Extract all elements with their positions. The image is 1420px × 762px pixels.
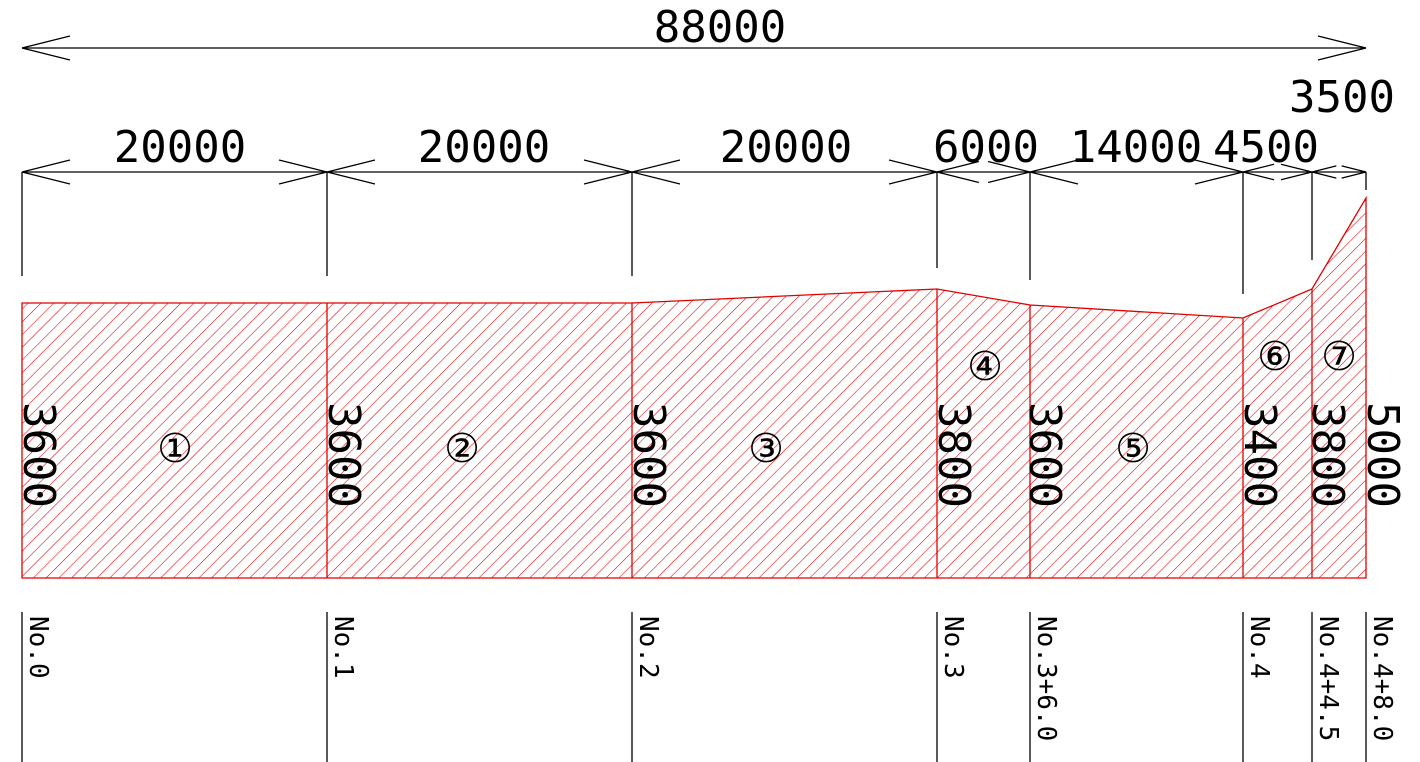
- station-label-3: No.2: [633, 616, 663, 679]
- hatched-section: [21, 195, 1367, 579]
- area-number-4: ④: [967, 344, 1003, 390]
- area-number-2: ②: [444, 426, 480, 472]
- segment-length-3: 20000: [720, 122, 852, 173]
- area-number-7: ⑦: [1321, 334, 1357, 380]
- segment-dimensions: 20000 20000 20000 6000 14000 4500 3500: [21, 72, 1395, 185]
- station-label-6: No.4: [1244, 616, 1274, 679]
- height-label-3: 3600: [623, 402, 674, 508]
- area-number-1: ①: [157, 426, 193, 472]
- station-label-end: No.4+8.0: [1367, 616, 1397, 741]
- height-label-7: 3800: [1302, 402, 1353, 508]
- station-label-4: No.3: [938, 616, 968, 679]
- station-label-2: No.1: [328, 616, 358, 679]
- segment-length-6: 4500: [1213, 122, 1319, 173]
- heights: 3600 3600 3600 3800 3600 3400 3800 5000: [13, 402, 1408, 508]
- station-labels: No.0 No.1 No.2 No.3 No.3+6.0 No.4 No.4+4…: [23, 616, 1397, 741]
- segment-length-5: 14000: [1070, 122, 1202, 173]
- section-area: [21, 195, 1367, 579]
- station-label-5: No.3+6.0: [1031, 616, 1061, 741]
- height-label-2: 3600: [318, 402, 369, 508]
- height-label-5: 3600: [1019, 402, 1070, 508]
- area-number-5: ⑤: [1115, 426, 1151, 472]
- area-numbers: ① ② ③ ④ ⑤ ⑥ ⑦: [157, 334, 1357, 472]
- area-number-6: ⑥: [1257, 334, 1293, 380]
- height-label-4: 3800: [928, 402, 979, 508]
- station-label-7: No.4+4.5: [1313, 616, 1343, 741]
- area-number-3: ③: [748, 426, 784, 472]
- height-label-end: 5000: [1357, 402, 1408, 508]
- station-label-1: No.0: [23, 616, 53, 679]
- segment-length-2: 20000: [418, 122, 550, 173]
- height-label-6: 3400: [1234, 402, 1285, 508]
- overall-dimension: 88000: [21, 2, 1367, 61]
- segment-length-4: 6000: [933, 122, 1039, 173]
- upper-extension-lines: [21, 172, 1367, 294]
- segment-length-1: 20000: [114, 122, 246, 173]
- segment-length-7: 3500: [1289, 72, 1395, 123]
- overall-length-label: 88000: [654, 2, 786, 53]
- station-lines: [21, 612, 1367, 762]
- height-label-1: 3600: [13, 402, 64, 508]
